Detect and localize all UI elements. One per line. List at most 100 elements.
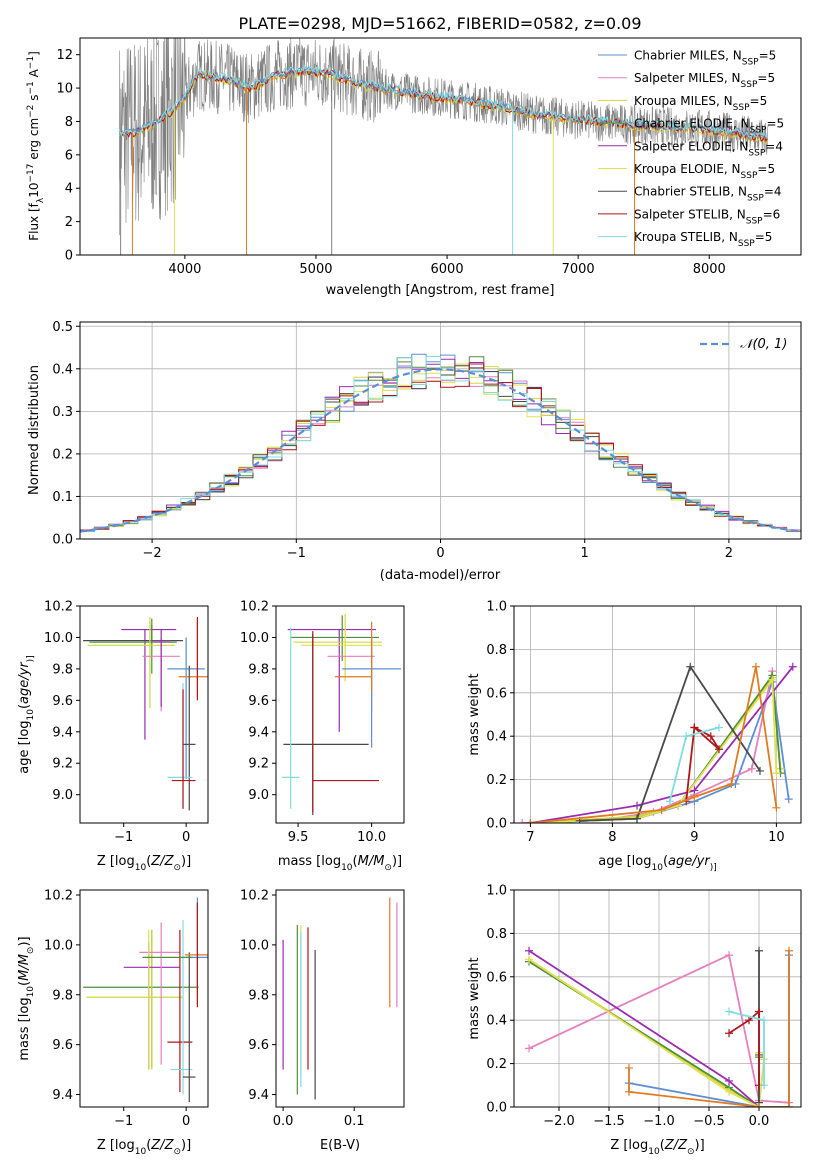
y-tick-label: 10.0	[44, 631, 73, 646]
weight-line	[530, 666, 794, 823]
error-bar-point	[167, 637, 205, 779]
histogram-step-salpeter_stelib	[80, 363, 801, 532]
weight-marker	[745, 1016, 753, 1025]
x-tick-label: 7000	[562, 262, 595, 277]
error-bar-point	[301, 618, 382, 669]
spectrum-panel: 4000 5000 6000 7000 8000 0 2 4 6 8 10 12 Chabrier MI…	[26, 37, 802, 298]
x-axis-label: E(B-V)	[320, 1138, 360, 1153]
error-bar-point	[87, 617, 175, 709]
weight-marker	[756, 766, 764, 775]
legend-label: Salpeter STELIB, NSSP=6	[634, 207, 780, 226]
y-tick-label: 10.0	[240, 631, 269, 646]
weight-marker	[725, 1076, 733, 1085]
weight-marker	[788, 662, 797, 671]
axes-frame: 4000 5000 6000 7000 8000 0 2 4 6 8 10 12 Chabrier MI…	[26, 37, 802, 298]
axes-frame: 0.0 0.1 9.4 9.6 9.8 10.0 10.2 E(B-V)	[240, 888, 405, 1153]
weight-line	[522, 670, 774, 823]
weight-line	[579, 664, 761, 822]
plot-area	[118, 38, 769, 255]
y-tick-label: 0.3	[52, 405, 73, 420]
error-bar-point	[89, 618, 177, 674]
mass-weight-vs-age-panel: 7 8 9 10 0.0 0.2 0.4 0.6 0.8 1.0 age [log10(age/yr…	[467, 600, 802, 873]
y-tick-label: 0.6	[486, 970, 507, 985]
weight-marker	[725, 1007, 733, 1016]
weight-marker	[772, 769, 781, 778]
y-tick-label: 0.1	[52, 490, 73, 505]
legend-label: Kroupa ELODIE, NSSP=5	[634, 162, 775, 181]
error-bar-point	[83, 929, 199, 1068]
x-tick-label: 1	[581, 546, 589, 561]
spectrum-legend: Chabrier MILES, NSSP=5 Salpeter MILES, NS…	[598, 49, 784, 249]
weight-line	[628, 950, 790, 1107]
y-tick-label: 9.0	[52, 788, 73, 803]
y-tick-label: 0.0	[486, 817, 507, 832]
weight-line	[530, 666, 778, 823]
weight-marker	[686, 662, 695, 671]
weight-marker	[725, 1029, 733, 1038]
error-bar-point	[171, 689, 196, 809]
x-tick-label: 0	[182, 1114, 190, 1129]
normal-distribution-curve	[80, 368, 801, 533]
weight-marker	[525, 1044, 533, 1053]
error-bar-point	[151, 629, 171, 707]
weight-marker	[784, 795, 793, 804]
x-tick-label: 0	[182, 830, 190, 845]
error-bar-point	[334, 621, 373, 693]
error-bar-point	[121, 628, 177, 740]
figure-title: PLATE=0298, MJD=51662, FIBERID=0582, z=0…	[238, 14, 641, 33]
error-bar-point	[183, 952, 196, 1103]
x-tick-label: 9	[690, 830, 698, 845]
axes-border	[79, 37, 802, 256]
y-tick-label: 0	[65, 249, 73, 264]
weight-marker	[690, 723, 699, 732]
y-tick-label: 0.4	[486, 730, 507, 745]
y-tick-label: 9.4	[52, 725, 73, 740]
weight-marker	[785, 1103, 793, 1107]
axes-border	[275, 889, 405, 1108]
error-bar-point	[183, 665, 196, 811]
x-tick-label: −1.0	[643, 1114, 675, 1129]
y-tick-label: 0.5	[52, 320, 73, 335]
x-tick-label: 2	[725, 546, 733, 561]
y-tick-label: 0.6	[486, 686, 507, 701]
y-axis-label: mass weight	[467, 957, 482, 1039]
model-spectrum-line-kroupa_stelib	[118, 64, 768, 139]
weight-marker	[785, 946, 793, 955]
x-axis-label: wavelength [Angstrom, rest frame]	[326, 283, 555, 298]
weight-marker	[755, 1007, 763, 1016]
weight-series-kroupa_stelib	[725, 1007, 768, 1090]
error-bar-point	[83, 624, 184, 642]
error-bar-point	[86, 929, 184, 1070]
y-tick-label: 0.2	[486, 1057, 507, 1072]
weight-marker	[633, 814, 641, 823]
y-tick-label: 0.0	[52, 533, 73, 548]
y-axis-label: mass [log10(M/M⊙)]	[17, 936, 36, 1060]
weight-series-orange	[526, 662, 781, 823]
x-tick-label: 0.1	[344, 1114, 365, 1129]
axes-border	[513, 605, 802, 824]
y-tick-label: 9.4	[52, 1088, 73, 1103]
error-bar-point	[281, 628, 300, 809]
axes-frame: 7 8 9 10 0.0 0.2 0.4 0.6 0.8 1.0 age [log10(age/yr…	[467, 600, 802, 873]
weight-marker	[760, 1081, 768, 1090]
plot-area	[80, 353, 801, 533]
age-vs-metallicity-panel: −1 0 9.0 9.2 9.4 9.6 9.8 10.0 10.2 Z [log10(Z/Z⊙)…	[17, 600, 209, 873]
x-axis-label: Z [log10(Z/Z⊙)]	[610, 1138, 704, 1157]
x-tick-label: 5000	[299, 262, 332, 277]
y-tick-label: 0.8	[486, 643, 507, 658]
y-tick-label: 0.4	[52, 362, 73, 377]
weight-line	[528, 950, 760, 1107]
error-bar-point	[327, 637, 375, 712]
y-tick-label: 9.0	[248, 788, 269, 803]
weight-marker	[706, 732, 715, 741]
x-tick-label: −2.0	[543, 1114, 575, 1129]
x-tick-label: 6000	[431, 262, 464, 277]
x-axis-label: Z [log10(Z/Z⊙)]	[97, 1138, 191, 1157]
error-bar-point	[139, 922, 180, 1065]
y-tick-label: 0.0	[486, 1101, 507, 1116]
x-tick-label: 10.0	[357, 830, 386, 845]
axes-frame: −1 0 9.4 9.6 9.8 10.0 10.2 Z [log10(Z/Z⊙)] mass …	[17, 888, 209, 1157]
observed-spectrum-line	[119, 38, 769, 236]
weight-marker	[682, 732, 691, 741]
x-tick-label: −2	[143, 546, 162, 561]
